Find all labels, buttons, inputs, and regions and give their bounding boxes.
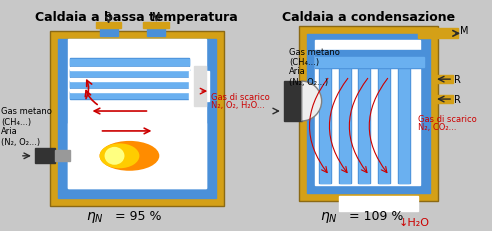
Bar (70, 79, 189, 82)
Text: Gas metano
(CH₄...): Gas metano (CH₄...) (289, 47, 339, 67)
Ellipse shape (105, 147, 124, 165)
Bar (70, 70, 189, 78)
Bar (339, 69, 349, 183)
Bar (99, 25, 118, 37)
Bar (307, 35, 430, 193)
Bar (319, 69, 331, 183)
Text: $\eta_N$: $\eta_N$ (320, 209, 338, 224)
Bar (70, 81, 189, 89)
Bar (189, 72, 209, 102)
Text: R: R (454, 95, 461, 105)
Bar (315, 41, 420, 185)
Text: N₂, O₂, H₂O...: N₂, O₂, H₂O... (211, 100, 265, 109)
Bar (70, 92, 189, 100)
Bar (95, 23, 122, 29)
Bar (399, 69, 410, 183)
Bar (433, 76, 453, 84)
Bar (68, 123, 206, 188)
Bar (70, 82, 189, 88)
Text: M: M (460, 26, 468, 36)
Bar (400, 69, 409, 183)
Text: Aria
(N₂, O₂...): Aria (N₂, O₂...) (289, 67, 328, 86)
Bar (338, 69, 350, 183)
Bar (284, 82, 302, 122)
Bar (70, 90, 189, 93)
Text: N₂, CO₂...: N₂, CO₂... (418, 123, 457, 132)
Text: ↓H₂O: ↓H₂O (399, 217, 430, 227)
Bar (359, 69, 370, 183)
Bar (58, 40, 216, 198)
Text: Gas di scarico: Gas di scarico (418, 115, 477, 124)
Text: Gas di scarico: Gas di scarico (211, 92, 270, 101)
Bar (70, 71, 189, 77)
Text: Gas metano
(CH₄...): Gas metano (CH₄...) (1, 107, 52, 126)
Wedge shape (302, 82, 322, 122)
Bar (70, 93, 189, 99)
Bar (338, 196, 418, 211)
Text: M: M (152, 12, 160, 22)
Text: R: R (105, 12, 112, 22)
Bar (194, 67, 206, 106)
Bar (315, 58, 424, 68)
Bar (50, 32, 224, 206)
Bar (55, 150, 70, 161)
Bar (378, 69, 390, 183)
Text: Caldaia a condensazione: Caldaia a condensazione (282, 11, 455, 24)
Bar (379, 69, 389, 183)
Bar (68, 40, 206, 188)
Bar (433, 96, 453, 103)
Bar (35, 148, 55, 163)
Bar (299, 27, 438, 201)
Text: $\eta_N$: $\eta_N$ (86, 209, 103, 224)
Bar (320, 69, 330, 183)
Ellipse shape (99, 144, 139, 169)
Bar (418, 29, 458, 39)
Text: = 109 %: = 109 % (348, 209, 403, 222)
Text: = 95 %: = 95 % (115, 209, 161, 222)
Bar (70, 68, 189, 71)
Bar (315, 51, 424, 69)
Bar (70, 59, 189, 67)
Bar (148, 25, 165, 37)
Bar (143, 23, 169, 29)
Text: Caldaia a bassa temperatura: Caldaia a bassa temperatura (35, 11, 238, 24)
Text: Aria
(N₂, O₂...): Aria (N₂, O₂...) (1, 127, 40, 146)
Bar (70, 60, 189, 66)
Text: R: R (454, 75, 461, 85)
Ellipse shape (99, 141, 159, 171)
Bar (360, 69, 369, 183)
